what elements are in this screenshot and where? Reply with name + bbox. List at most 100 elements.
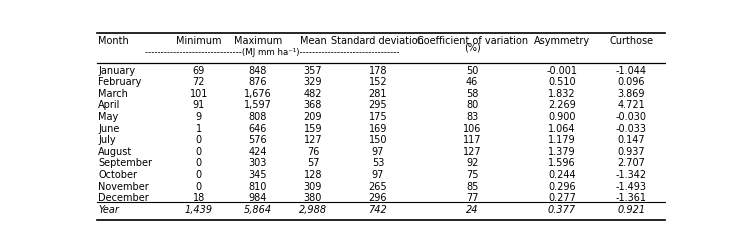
Text: 91: 91 <box>192 100 205 110</box>
Text: September: September <box>98 158 152 168</box>
Text: 1,597: 1,597 <box>243 100 272 110</box>
Text: 329: 329 <box>303 77 322 87</box>
Text: 2,988: 2,988 <box>299 205 327 215</box>
Text: March: March <box>98 89 128 99</box>
Text: 0.510: 0.510 <box>548 77 576 87</box>
Text: 101: 101 <box>189 89 208 99</box>
Text: 58: 58 <box>466 89 478 99</box>
Text: 424: 424 <box>249 147 267 157</box>
Text: 0.147: 0.147 <box>618 135 645 145</box>
Text: -------------------------------(MJ mm ha⁻¹)--------------------------------: -------------------------------(MJ mm ha… <box>145 48 400 57</box>
Text: Curthose: Curthose <box>609 36 653 46</box>
Text: -0.030: -0.030 <box>616 112 647 122</box>
Text: 53: 53 <box>371 158 384 168</box>
Text: 46: 46 <box>466 77 478 87</box>
Text: 159: 159 <box>303 124 322 134</box>
Text: November: November <box>98 182 149 192</box>
Text: 76: 76 <box>307 147 319 157</box>
Text: 808: 808 <box>249 112 267 122</box>
Text: 57: 57 <box>307 158 319 168</box>
Text: Mean: Mean <box>300 36 326 46</box>
Text: 75: 75 <box>466 170 479 180</box>
Text: -0.001: -0.001 <box>547 66 577 76</box>
Text: 106: 106 <box>463 124 481 134</box>
Text: 3.869: 3.869 <box>618 89 645 99</box>
Text: October: October <box>98 170 137 180</box>
Text: 380: 380 <box>304 193 322 203</box>
Text: 345: 345 <box>249 170 267 180</box>
Text: 0.921: 0.921 <box>617 205 645 215</box>
Text: 0.277: 0.277 <box>548 193 576 203</box>
Text: 128: 128 <box>303 170 322 180</box>
Text: February: February <box>98 77 141 87</box>
Text: 80: 80 <box>466 100 478 110</box>
Text: 265: 265 <box>369 182 387 192</box>
Text: 876: 876 <box>249 77 267 87</box>
Text: 178: 178 <box>369 66 387 76</box>
Text: Month: Month <box>98 36 129 46</box>
Text: 97: 97 <box>371 170 384 180</box>
Text: 0: 0 <box>196 182 202 192</box>
Text: 85: 85 <box>466 182 478 192</box>
Text: 0.937: 0.937 <box>618 147 645 157</box>
Text: December: December <box>98 193 149 203</box>
Text: 175: 175 <box>369 112 387 122</box>
Text: 18: 18 <box>192 193 205 203</box>
Text: 0.096: 0.096 <box>618 77 645 87</box>
Text: -0.033: -0.033 <box>616 124 647 134</box>
Text: 1,439: 1,439 <box>185 205 213 215</box>
Text: 0: 0 <box>196 158 202 168</box>
Text: 150: 150 <box>369 135 387 145</box>
Text: May: May <box>98 112 118 122</box>
Text: 2.707: 2.707 <box>617 158 645 168</box>
Text: 742: 742 <box>369 205 387 215</box>
Text: 368: 368 <box>304 100 322 110</box>
Text: Year: Year <box>98 205 119 215</box>
Text: 0.296: 0.296 <box>548 182 576 192</box>
Text: 1.179: 1.179 <box>548 135 576 145</box>
Text: 152: 152 <box>369 77 387 87</box>
Text: 83: 83 <box>466 112 478 122</box>
Text: 1.832: 1.832 <box>548 89 576 99</box>
Text: 1,676: 1,676 <box>243 89 272 99</box>
Text: 1: 1 <box>196 124 202 134</box>
Text: 303: 303 <box>249 158 267 168</box>
Text: 0.244: 0.244 <box>548 170 576 180</box>
Text: 117: 117 <box>463 135 482 145</box>
Text: 77: 77 <box>466 193 479 203</box>
Text: 1.596: 1.596 <box>548 158 576 168</box>
Text: 92: 92 <box>466 158 478 168</box>
Text: 296: 296 <box>369 193 387 203</box>
Text: 5,864: 5,864 <box>243 205 272 215</box>
Text: 97: 97 <box>371 147 384 157</box>
Text: (%): (%) <box>464 43 480 53</box>
Text: 295: 295 <box>369 100 387 110</box>
Text: 9: 9 <box>196 112 202 122</box>
Text: April: April <box>98 100 121 110</box>
Text: 0: 0 <box>196 135 202 145</box>
Text: 0: 0 <box>196 170 202 180</box>
Text: 848: 848 <box>249 66 267 76</box>
Text: -1.361: -1.361 <box>616 193 647 203</box>
Text: -1.493: -1.493 <box>616 182 647 192</box>
Text: August: August <box>98 147 132 157</box>
Text: 0.377: 0.377 <box>548 205 576 215</box>
Text: 1.064: 1.064 <box>548 124 576 134</box>
Text: 72: 72 <box>192 77 205 87</box>
Text: 209: 209 <box>303 112 322 122</box>
Text: 357: 357 <box>303 66 323 76</box>
Text: -1.044: -1.044 <box>616 66 647 76</box>
Text: 0.900: 0.900 <box>548 112 576 122</box>
Text: 50: 50 <box>466 66 478 76</box>
Text: 69: 69 <box>192 66 205 76</box>
Text: Coefficient of variation: Coefficient of variation <box>417 36 528 46</box>
Text: Standard deviation: Standard deviation <box>332 36 424 46</box>
Text: 309: 309 <box>304 182 322 192</box>
Text: 576: 576 <box>249 135 267 145</box>
Text: 281: 281 <box>369 89 387 99</box>
Text: 0: 0 <box>196 147 202 157</box>
Text: 127: 127 <box>462 147 482 157</box>
Text: 2.269: 2.269 <box>548 100 576 110</box>
Text: 1.379: 1.379 <box>548 147 576 157</box>
Text: 646: 646 <box>249 124 267 134</box>
